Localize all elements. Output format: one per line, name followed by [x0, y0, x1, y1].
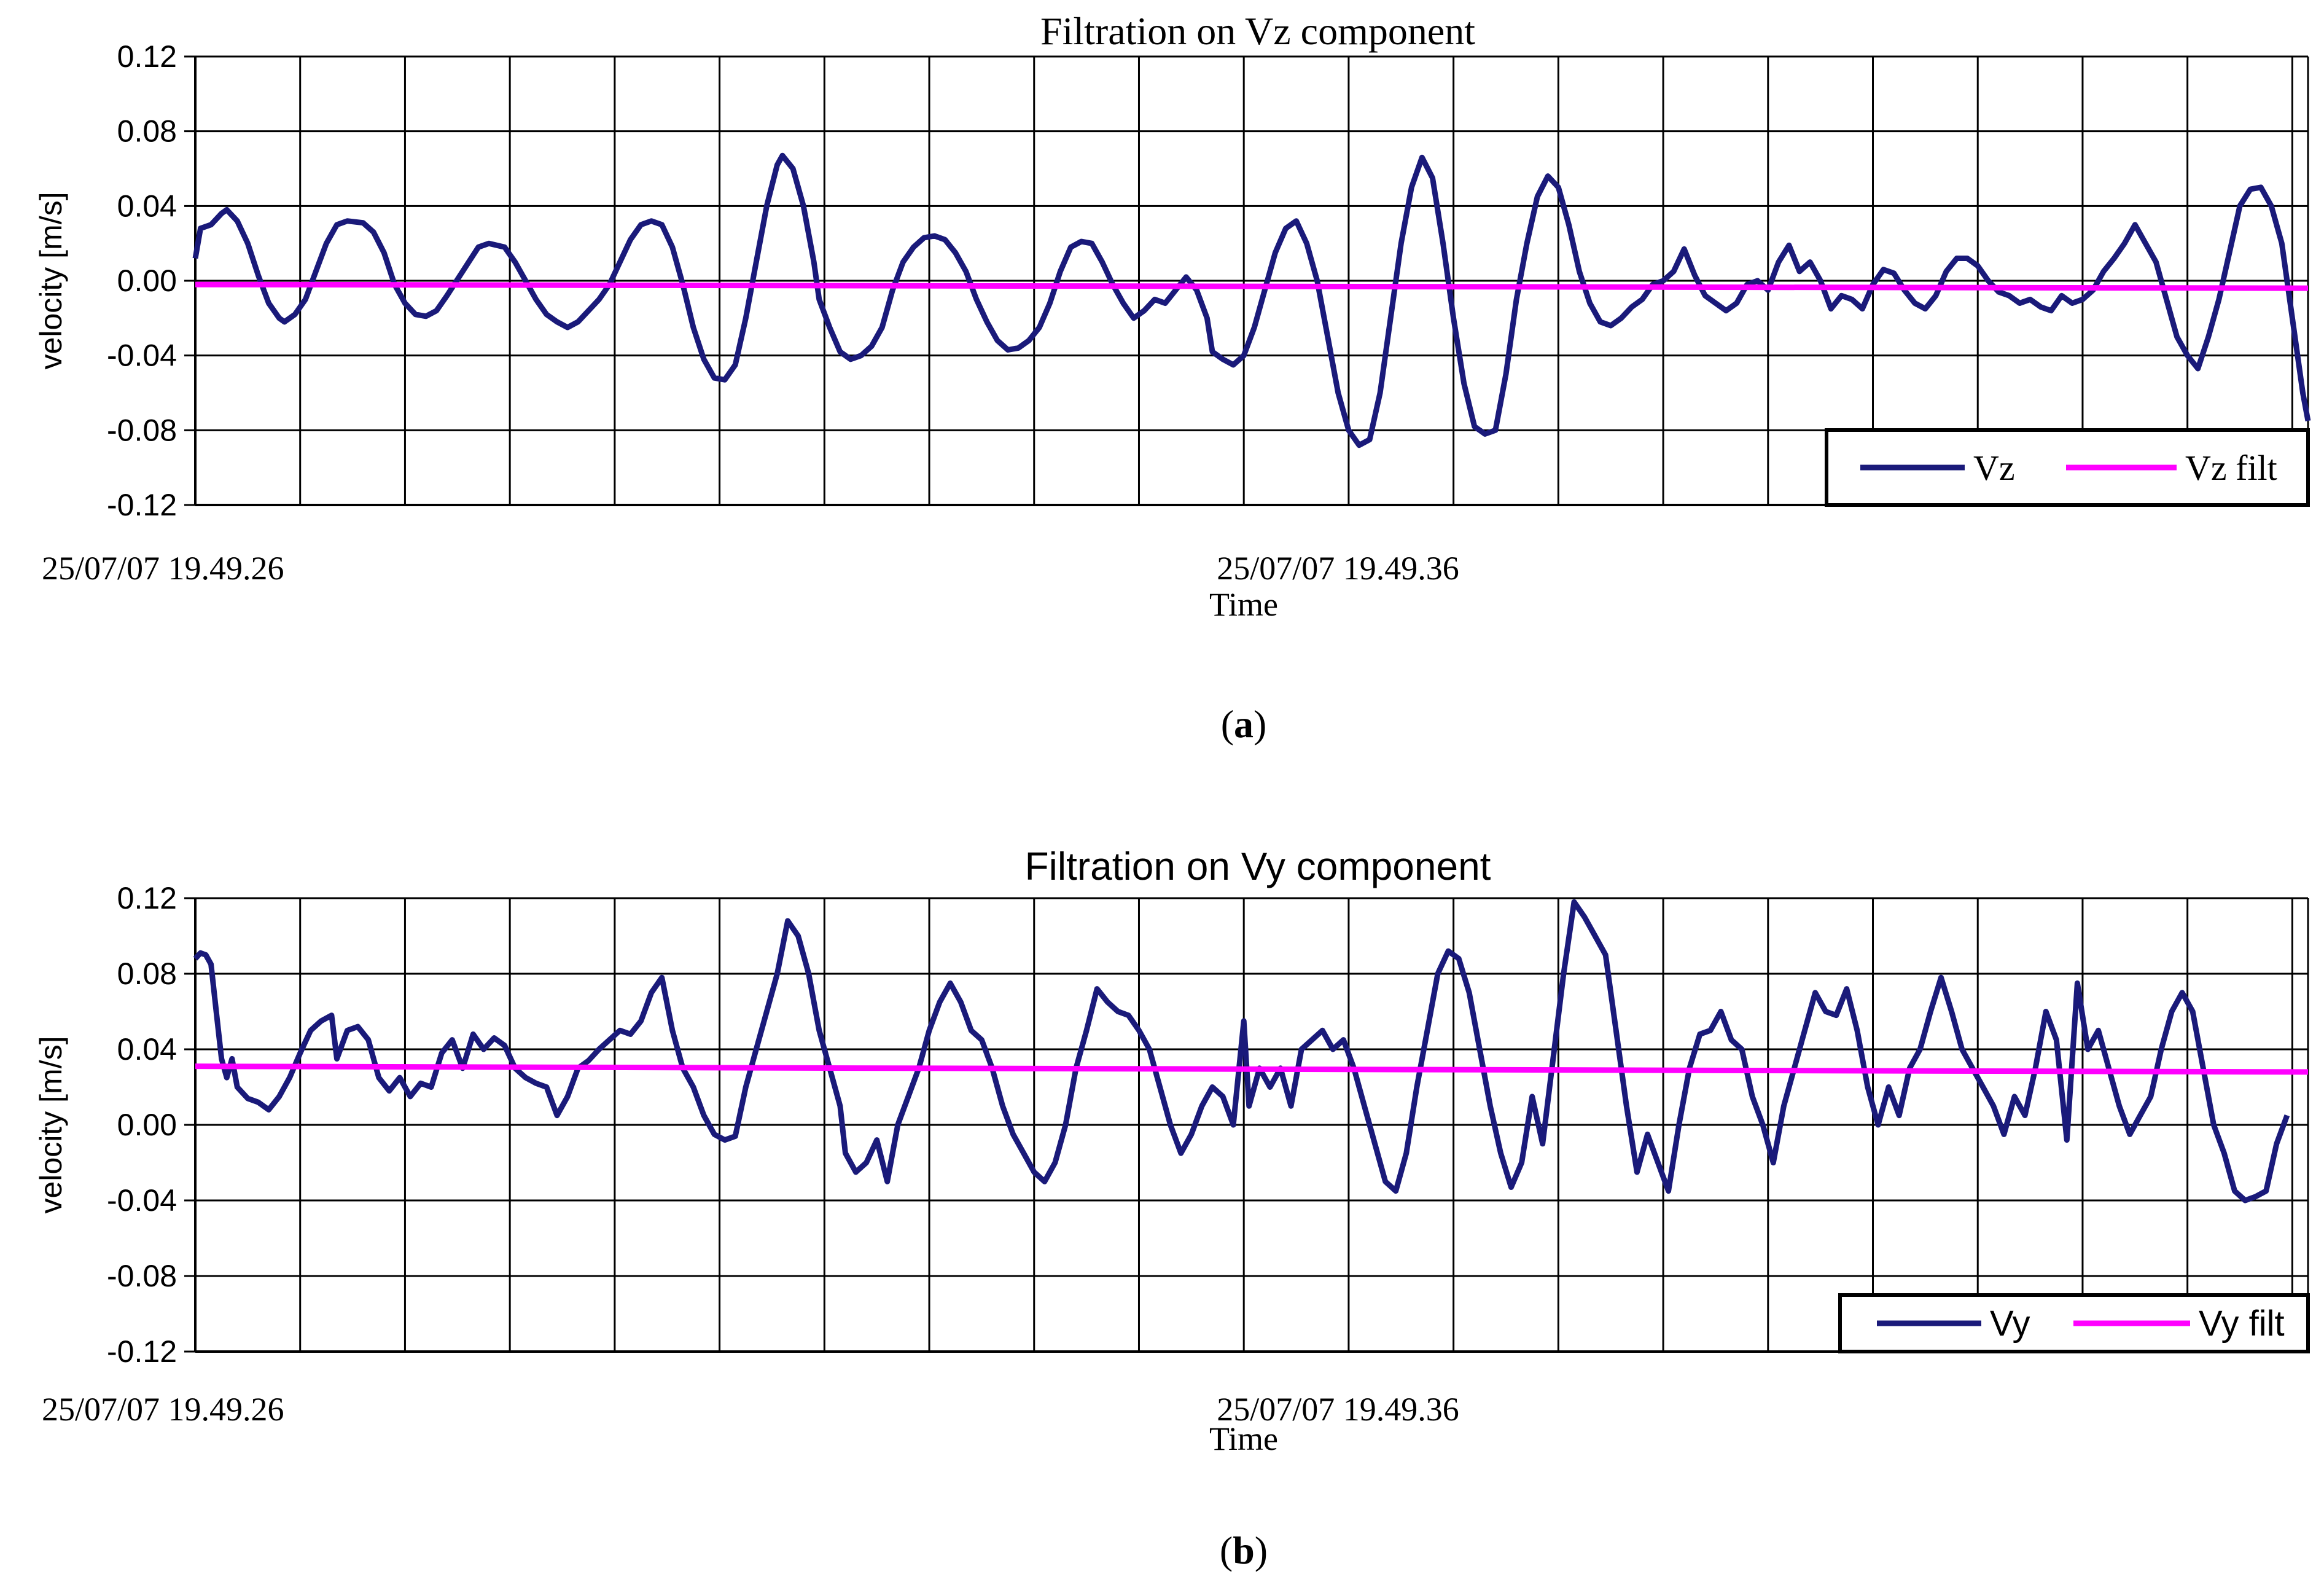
x-tick-label: 25/07/07 19.49.26 — [42, 550, 284, 587]
legend-label: Vz — [1973, 448, 2015, 488]
series-line-vz — [192, 152, 2311, 448]
y-axis-label: velocity [m/s] — [34, 1036, 68, 1214]
chart-title: Filtration on Vy component — [1025, 844, 1491, 888]
x-tick-label: 25/07/07 19.49.26 — [42, 1391, 284, 1428]
y-tick-label: 0.00 — [117, 1108, 177, 1142]
y-tick-label: -0.08 — [107, 1259, 177, 1293]
y-tick-label: 0.04 — [117, 189, 177, 223]
y-tick-label: -0.04 — [107, 339, 177, 373]
x-axis-label: Time — [1209, 1420, 1278, 1457]
x-tick-label: 25/07/07 19.49.36 — [1217, 550, 1459, 587]
y-tick-label: 0.08 — [117, 957, 177, 991]
series-line-vy — [193, 899, 2290, 1204]
panel-a: 0.12 0.08 0.04 0.00 -0.04 -0.08 -0.12 Filtratio… — [34, 9, 2311, 746]
legend-label: Vz filt — [2185, 448, 2277, 488]
panel-b: 0.12 0.08 0.04 0.00 -0.04 -0.08 -0.12 Filtratio… — [34, 844, 2310, 1572]
panel-caption: (b) — [1220, 1528, 1268, 1572]
y-tick-label: 0.12 — [117, 39, 177, 74]
legend-label: Vy filt — [2199, 1304, 2285, 1344]
y-tick-label: -0.04 — [107, 1183, 177, 1218]
y-tick-label: 0.00 — [117, 264, 177, 298]
y-tick-label: 0.08 — [117, 114, 177, 149]
y-tick-label: -0.12 — [107, 488, 177, 522]
x-tick-label: 25/07/07 19.49.36 — [1217, 1391, 1459, 1428]
y-tick-label: 0.12 — [117, 881, 177, 915]
chart-title: Filtration on Vz component — [1040, 9, 1475, 53]
y-tick-label: -0.08 — [107, 413, 177, 447]
y-axis-label: velocity [m/s] — [34, 192, 68, 370]
y-tick-label: -0.12 — [107, 1334, 177, 1369]
series-line-vz-filt — [195, 281, 2309, 291]
legend-label: Vy — [1990, 1304, 2030, 1344]
series-line-vy-filt — [195, 1063, 2309, 1075]
y-tick-label: 0.04 — [117, 1032, 177, 1067]
panel-caption: (a) — [1221, 702, 1267, 746]
x-axis-label: Time — [1209, 586, 1278, 623]
